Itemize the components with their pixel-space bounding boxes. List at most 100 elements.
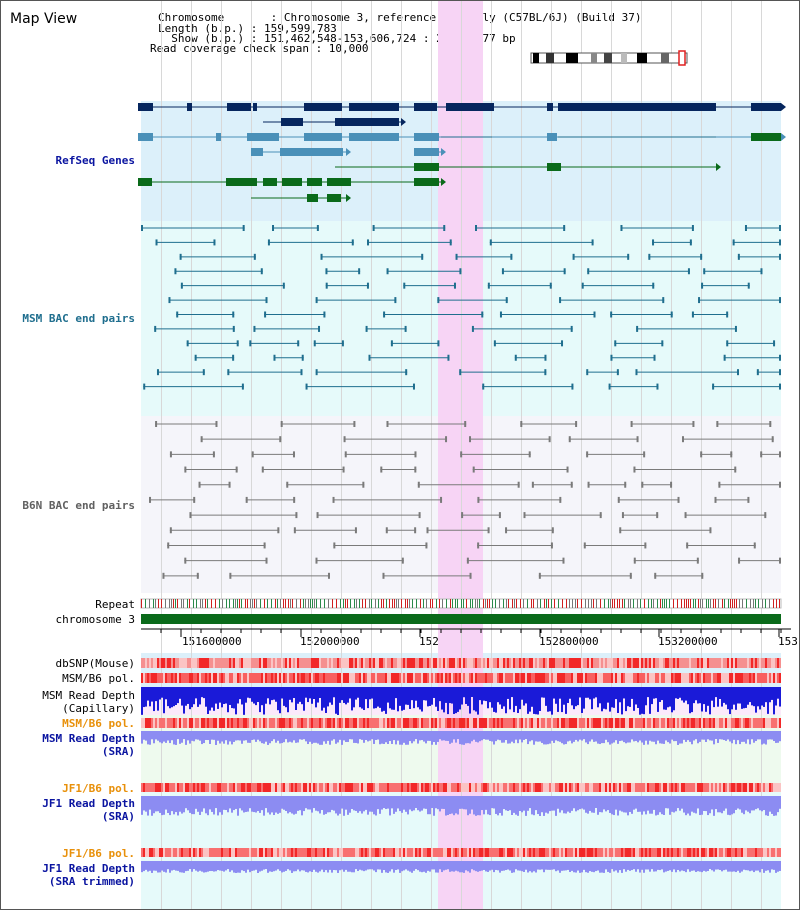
msm-b6-pol-sra-bin bbox=[395, 718, 397, 728]
msm-capillary-depth-bin bbox=[167, 687, 169, 707]
jf1-sra-depth-bin bbox=[621, 796, 623, 812]
jf1-trimmed-depth-bin bbox=[731, 861, 733, 872]
dbsnp-bin bbox=[235, 658, 237, 668]
jf1-trimmed-depth-bin bbox=[155, 861, 157, 871]
msm-bac-pair-end bbox=[779, 297, 781, 304]
jf1-b6-pol-bin bbox=[715, 783, 717, 792]
msm-bac-pair-end bbox=[701, 282, 704, 289]
msm-bac-pair-end bbox=[698, 297, 701, 304]
jf1-sra-depth-bin bbox=[649, 796, 651, 814]
dbsnp-bin bbox=[697, 658, 699, 668]
b6n-bac-pair-end bbox=[426, 527, 429, 534]
msm-capillary-depth-bin bbox=[313, 687, 315, 700]
msm-b6-pol-sra-bin bbox=[687, 718, 689, 728]
jf1-sra-depth-bin bbox=[425, 796, 427, 809]
jf1-sra-depth-bin bbox=[285, 796, 287, 812]
msm-capillary-depth-bin bbox=[453, 687, 455, 714]
dbsnp-bin bbox=[705, 658, 707, 668]
jf1-b6-pol-bin bbox=[363, 783, 365, 792]
msm-capillary-depth-bin bbox=[479, 687, 481, 701]
msm-bac-pair-end bbox=[760, 268, 763, 275]
msm-b6-pol-sra-bin bbox=[219, 718, 221, 728]
dbsnp-bin bbox=[485, 658, 487, 668]
msm-sra-depth-bin bbox=[143, 731, 145, 740]
jf1-sra-depth-bin bbox=[187, 796, 189, 811]
msm-b6-pol-sra-bin bbox=[533, 718, 535, 728]
msm-sra-depth-bin bbox=[579, 731, 581, 740]
msm-b6-pol-sra-bin bbox=[439, 718, 441, 728]
dbsnp-bin bbox=[671, 658, 673, 668]
msm-b6-pol-bin bbox=[403, 673, 405, 683]
msm-capillary-depth-bin bbox=[319, 687, 321, 698]
jf1-sra-depth-bin bbox=[185, 796, 187, 809]
dbsnp-bin bbox=[523, 658, 525, 668]
msm-sra-depth-bin bbox=[351, 731, 353, 740]
jf1-trimmed-depth-bin bbox=[643, 861, 645, 873]
msm-b6-pol-bin bbox=[349, 673, 351, 683]
jf1-b6-pol-2-bin bbox=[361, 848, 363, 857]
refseq-gene-exon bbox=[251, 148, 263, 156]
msm-capillary-depth-bin bbox=[429, 687, 431, 706]
jf1-b6-pol-bin bbox=[261, 783, 263, 792]
msm-sra-depth-bin bbox=[375, 731, 377, 740]
msm-b6-pol-bin bbox=[385, 673, 387, 683]
msm-sra-depth-bin bbox=[439, 731, 441, 740]
msm-b6-pol-sra-bin bbox=[311, 718, 313, 728]
dbsnp-bin bbox=[743, 658, 745, 668]
jf1-trimmed-depth-bin bbox=[499, 861, 501, 873]
msm-bac-pair-end bbox=[712, 383, 715, 390]
dbsnp-bin bbox=[145, 658, 147, 668]
jf1-sra-depth-bin bbox=[323, 796, 325, 815]
repeat-element bbox=[215, 599, 216, 608]
msm-capillary-depth-bin bbox=[431, 687, 433, 705]
jf1-trimmed-depth-bin bbox=[555, 861, 557, 872]
msm-capillary-depth-bin bbox=[703, 687, 705, 705]
jf1-b6-pol-2-bin bbox=[243, 848, 245, 857]
jf1-b6-pol-2-bin bbox=[583, 848, 585, 857]
msm-bac-pair-end bbox=[325, 268, 328, 275]
msm-b6-pol-bin bbox=[775, 673, 777, 683]
jf1-trimmed-depth-bin bbox=[665, 861, 667, 872]
dbsnp-bin bbox=[163, 658, 165, 668]
msm-capillary-depth-bin bbox=[701, 687, 703, 712]
jf1-b6-pol-2-bin bbox=[569, 848, 571, 857]
jf1-trimmed-depth-bin bbox=[633, 861, 635, 870]
msm-b6-pol-bin bbox=[597, 673, 599, 683]
jf1-b6-pol-bin bbox=[601, 783, 603, 792]
jf1-b6-pol-bin bbox=[531, 783, 533, 792]
dbsnp-bin bbox=[499, 658, 501, 668]
jf1-b6-pol-2-bin bbox=[705, 848, 707, 857]
dbsnp-bin bbox=[369, 658, 371, 668]
dbsnp-bin bbox=[735, 658, 737, 668]
jf1-b6-pol-2-bin bbox=[637, 848, 639, 857]
msm-b6-pol-bin bbox=[261, 673, 263, 683]
jf1-b6-pol-bin bbox=[647, 783, 649, 792]
jf1-b6-pol-2-bin bbox=[603, 848, 605, 857]
dbsnp-bin bbox=[355, 658, 357, 668]
msm-sra-depth-bin bbox=[715, 731, 717, 740]
msm-b6-pol-bin bbox=[567, 673, 569, 683]
dbsnp-bin bbox=[211, 658, 213, 668]
jf1-trimmed-depth-bin bbox=[335, 861, 337, 871]
msm-capillary-depth-bin bbox=[621, 687, 623, 715]
jf1-b6-pol-2-bin bbox=[197, 848, 199, 857]
jf1-sra-depth-bin bbox=[625, 796, 627, 813]
jf1-trimmed-depth-bin bbox=[645, 861, 647, 870]
msm-b6-pol-sra-bin bbox=[639, 718, 641, 728]
jf1-b6-pol-2-bin bbox=[301, 848, 303, 857]
jf1-b6-pol-2-bin bbox=[681, 848, 683, 857]
msm-bac-pair-end bbox=[670, 311, 673, 318]
msm-b6-pol-bin bbox=[397, 673, 399, 683]
repeat-element bbox=[233, 599, 234, 608]
dbsnp-bin bbox=[299, 658, 301, 668]
msm-b6-pol-bin bbox=[491, 673, 493, 683]
msm-b6-pol-bin bbox=[287, 673, 289, 683]
msm-b6-pol-bin bbox=[223, 673, 225, 683]
msm-b6-pol-bin bbox=[219, 673, 221, 683]
repeat-element bbox=[381, 599, 382, 608]
jf1-b6-pol-bin bbox=[489, 783, 491, 792]
jf1-b6-pol-bin bbox=[299, 783, 301, 792]
msm-capillary-depth-bin bbox=[663, 687, 665, 710]
jf1-b6-pol-2-bin bbox=[289, 848, 291, 857]
